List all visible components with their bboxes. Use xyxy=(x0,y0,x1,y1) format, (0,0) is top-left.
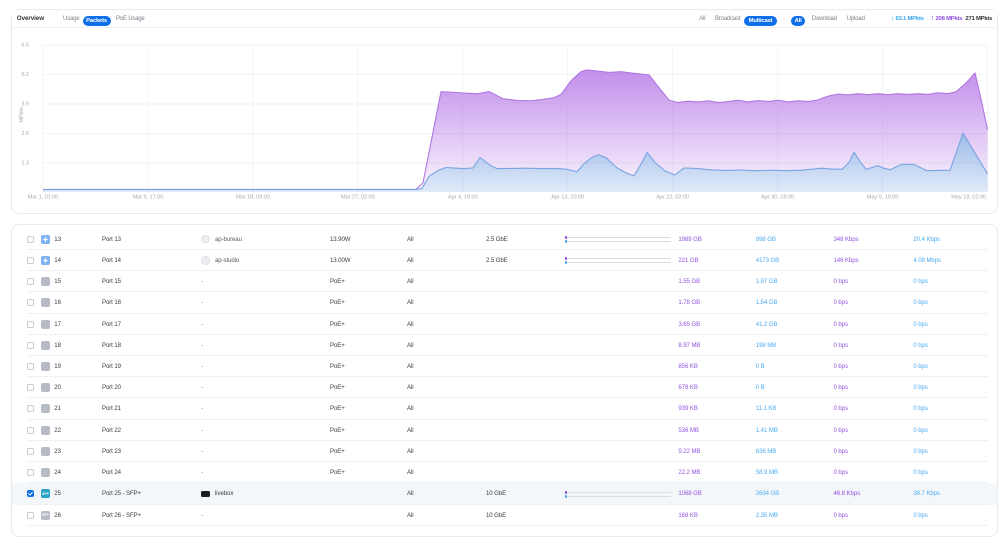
svg-text:Apr 30, 18:00: Apr 30, 18:00 xyxy=(761,194,794,200)
svg-text:2.6: 2.6 xyxy=(21,131,29,137)
svg-text:6.5: 6.5 xyxy=(21,43,29,49)
svg-text:Mar 1, 01:00: Mar 1, 01:00 xyxy=(28,194,59,200)
svg-text:Apr 22, 02:00: Apr 22, 02:00 xyxy=(656,194,689,200)
svg-text:Mar 18, 09:00: Mar 18, 09:00 xyxy=(236,194,270,200)
svg-text:MPkts: MPkts xyxy=(19,107,25,123)
svg-text:5.2: 5.2 xyxy=(21,72,29,78)
svg-text:3.9: 3.9 xyxy=(21,102,29,108)
svg-text:Apr 4, 18:00: Apr 4, 18:00 xyxy=(448,194,478,200)
svg-text:Mar 9, 17:00: Mar 9, 17:00 xyxy=(133,194,164,200)
svg-text:May 9, 10:00: May 9, 10:00 xyxy=(867,194,899,200)
svg-text:May 18, 02:00: May 18, 02:00 xyxy=(951,194,986,200)
svg-text:Apr 13, 10:00: Apr 13, 10:00 xyxy=(551,194,584,200)
svg-text:Mar 27, 02:00: Mar 27, 02:00 xyxy=(341,194,375,200)
svg-text:1.3: 1.3 xyxy=(21,161,29,167)
